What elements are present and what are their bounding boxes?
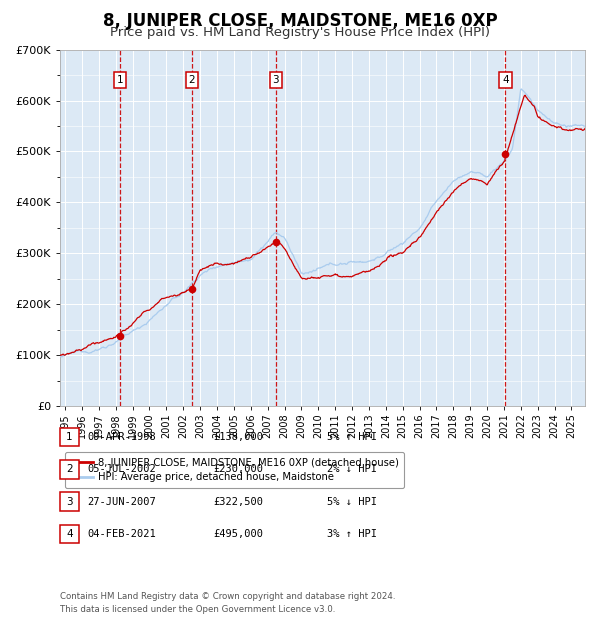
Text: £138,000: £138,000 bbox=[213, 432, 263, 442]
Text: 4: 4 bbox=[502, 75, 509, 85]
Text: 8, JUNIPER CLOSE, MAIDSTONE, ME16 0XP: 8, JUNIPER CLOSE, MAIDSTONE, ME16 0XP bbox=[103, 12, 497, 30]
Text: 3: 3 bbox=[272, 75, 279, 85]
Text: 2: 2 bbox=[66, 464, 73, 474]
Text: £322,500: £322,500 bbox=[213, 497, 263, 507]
Text: 2% ↓ HPI: 2% ↓ HPI bbox=[327, 464, 377, 474]
Text: Contains HM Land Registry data © Crown copyright and database right 2024.
This d: Contains HM Land Registry data © Crown c… bbox=[60, 592, 395, 614]
Text: £230,000: £230,000 bbox=[213, 464, 263, 474]
Legend: 8, JUNIPER CLOSE, MAIDSTONE, ME16 0XP (detached house), HPI: Average price, deta: 8, JUNIPER CLOSE, MAIDSTONE, ME16 0XP (d… bbox=[65, 452, 404, 487]
Text: 3: 3 bbox=[66, 497, 73, 507]
Text: 04-FEB-2021: 04-FEB-2021 bbox=[87, 529, 156, 539]
Text: 1: 1 bbox=[66, 432, 73, 442]
Text: 09-APR-1998: 09-APR-1998 bbox=[87, 432, 156, 442]
Text: 5% ↓ HPI: 5% ↓ HPI bbox=[327, 497, 377, 507]
Text: 5% ↑ HPI: 5% ↑ HPI bbox=[327, 432, 377, 442]
Text: 4: 4 bbox=[66, 529, 73, 539]
Text: 27-JUN-2007: 27-JUN-2007 bbox=[87, 497, 156, 507]
Text: 2: 2 bbox=[188, 75, 195, 85]
Text: Price paid vs. HM Land Registry's House Price Index (HPI): Price paid vs. HM Land Registry's House … bbox=[110, 26, 490, 39]
Text: 05-JUL-2002: 05-JUL-2002 bbox=[87, 464, 156, 474]
Text: 1: 1 bbox=[117, 75, 124, 85]
Text: 3% ↑ HPI: 3% ↑ HPI bbox=[327, 529, 377, 539]
Text: £495,000: £495,000 bbox=[213, 529, 263, 539]
